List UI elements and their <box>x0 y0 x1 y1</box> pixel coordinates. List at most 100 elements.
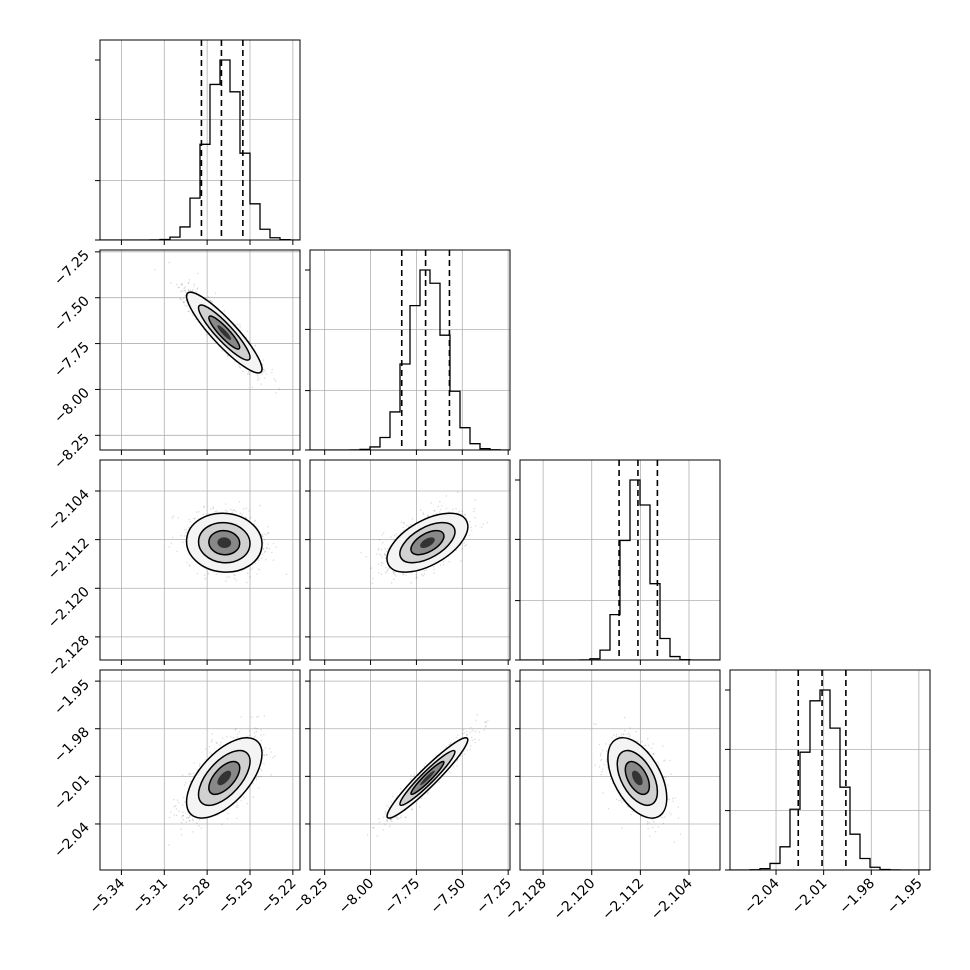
sample-point <box>235 806 237 808</box>
sample-point <box>384 554 387 557</box>
sample-point <box>246 572 249 574</box>
sample-point <box>214 510 216 513</box>
sample-point <box>238 731 241 733</box>
sample-point <box>440 508 442 511</box>
sample-point <box>257 715 260 718</box>
sample-point <box>223 309 226 312</box>
sample-point <box>415 577 417 579</box>
sample-point <box>172 515 175 517</box>
sample-point <box>187 310 190 312</box>
sample-point <box>246 802 249 805</box>
sample-point <box>230 508 232 511</box>
sample-point <box>186 305 188 307</box>
sample-point <box>180 828 182 830</box>
y-tick-label: −8.25 <box>51 431 93 473</box>
sample-point <box>430 502 432 504</box>
sample-point <box>265 547 268 549</box>
sample-point <box>224 509 227 512</box>
sample-point <box>422 512 424 514</box>
sample-point <box>386 570 388 572</box>
sample-point <box>271 368 273 371</box>
sample-point <box>260 768 262 770</box>
sample-point <box>170 542 173 545</box>
sample-point <box>236 804 239 806</box>
sample-point <box>189 290 192 292</box>
sample-point <box>400 521 403 523</box>
sample-point <box>197 510 200 513</box>
sample-point <box>445 507 448 510</box>
sample-point <box>216 742 218 744</box>
sample-point <box>256 727 258 730</box>
sample-point <box>405 574 407 577</box>
sample-point <box>171 517 174 519</box>
sample-point <box>393 534 396 537</box>
sample-point <box>183 784 186 786</box>
sample-point <box>251 386 254 389</box>
sample-point <box>193 517 196 520</box>
sample-point <box>250 568 252 571</box>
sample-point <box>178 810 180 812</box>
sample-point <box>433 568 435 571</box>
sample-point <box>177 801 180 804</box>
sample-point <box>261 553 264 555</box>
sample-point <box>437 505 440 508</box>
sample-point <box>249 516 252 519</box>
sample-point <box>233 574 235 576</box>
sample-point <box>226 355 229 357</box>
sample-point <box>403 521 405 524</box>
sample-point <box>184 286 186 288</box>
sample-point <box>390 582 393 584</box>
sample-point <box>393 571 396 573</box>
sample-point <box>256 716 258 718</box>
sample-point <box>188 772 191 775</box>
sample-point <box>261 535 264 538</box>
sample-point <box>264 550 267 552</box>
sample-point <box>185 531 187 534</box>
sample-point <box>400 532 402 534</box>
axes-frame <box>99 39 301 241</box>
sample-point <box>184 291 187 293</box>
sample-point <box>395 575 397 577</box>
sample-point <box>271 551 273 554</box>
y-tick-label: −2.120 <box>45 584 93 632</box>
sample-point <box>378 539 381 541</box>
sample-point <box>393 578 395 580</box>
sample-point <box>265 373 268 375</box>
sample-point <box>205 333 208 336</box>
sample-point <box>225 735 228 738</box>
sample-point <box>221 350 223 352</box>
sample-point <box>189 773 192 775</box>
sample-point <box>402 526 404 529</box>
sample-point <box>177 286 180 289</box>
scatter-panel-3-0: −5.34 −5.31 −5.28 −5.25 −5.22−2.04−2.01−1.98… <box>51 669 301 917</box>
sample-point <box>239 512 242 514</box>
sample-point <box>272 559 275 561</box>
sample-point <box>261 373 263 375</box>
sample-point <box>432 565 435 568</box>
histogram-step <box>520 479 720 660</box>
sample-point <box>377 563 380 565</box>
sample-point <box>248 373 251 375</box>
sample-point <box>193 517 195 520</box>
sample-point <box>271 371 273 374</box>
sample-point <box>236 806 239 808</box>
sample-point <box>254 562 257 564</box>
sample-point <box>456 491 459 494</box>
sample-point <box>390 536 392 538</box>
sample-point <box>272 542 275 545</box>
sample-point <box>185 528 188 531</box>
axes-frame <box>309 249 511 451</box>
sample-point <box>204 577 206 580</box>
sample-point <box>237 323 239 326</box>
sample-point <box>371 582 374 585</box>
sample-point <box>202 513 205 515</box>
sample-point <box>172 536 174 539</box>
sample-point <box>461 513 463 515</box>
sample-point <box>235 579 237 582</box>
sample-point <box>262 359 265 361</box>
sample-point <box>185 781 187 784</box>
sample-point <box>183 535 186 537</box>
sample-point <box>262 541 265 544</box>
sample-point <box>433 509 435 512</box>
sample-point <box>381 534 384 536</box>
